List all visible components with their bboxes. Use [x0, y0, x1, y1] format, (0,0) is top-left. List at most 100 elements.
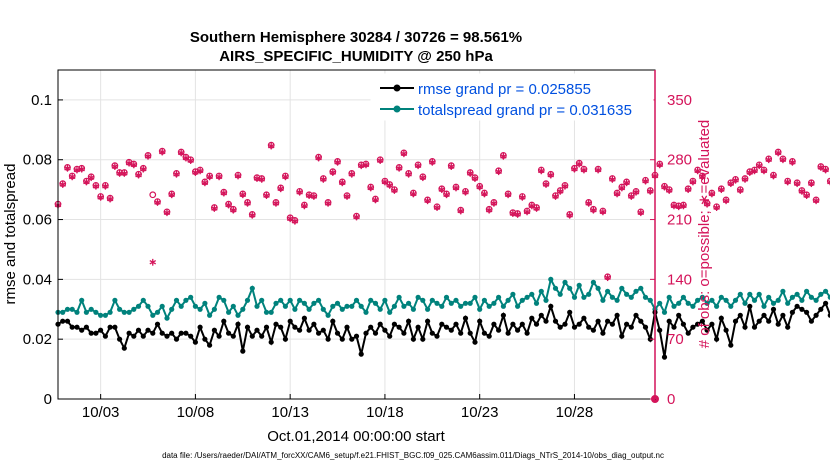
rmse-point	[813, 312, 819, 318]
x-tick-label-1: 10/08	[177, 404, 215, 421]
rmse-point	[567, 309, 573, 315]
spread-point	[377, 306, 383, 312]
spread-point	[789, 294, 796, 300]
rmse-point	[524, 330, 530, 336]
obs-evaluated-point	[410, 190, 417, 198]
obs-evaluated-point	[808, 180, 815, 188]
rmse-point	[287, 318, 293, 324]
rmse-point	[529, 315, 535, 321]
obs-evaluated-point	[699, 173, 706, 181]
obs-evaluated-point	[504, 191, 512, 199]
obs-evaluated-point	[737, 187, 744, 194]
rmse-point	[472, 339, 478, 345]
rmse-point	[785, 324, 791, 330]
spread-point	[353, 297, 360, 303]
obs-evaluated-point	[746, 169, 754, 176]
obs-evaluated-point	[310, 193, 318, 200]
rmse-point	[406, 318, 412, 324]
y-left-tick-label-2: 0.04	[23, 271, 52, 288]
obs-evaluated-point	[334, 158, 341, 166]
spread-point	[135, 303, 142, 309]
obs-evaluated-point	[718, 186, 725, 194]
spread-point	[131, 306, 137, 312]
rmse-point	[221, 318, 227, 324]
spread-point	[188, 294, 194, 300]
rmse-point	[334, 330, 341, 336]
obs-evaluated-point	[822, 166, 829, 174]
spread-point	[519, 297, 525, 303]
rmse-point	[107, 324, 113, 330]
spread-point	[358, 303, 364, 309]
rmse-point	[751, 324, 758, 330]
rmse-point	[83, 324, 89, 330]
legend-label-rmse: rmse grand pr = 0.025855	[418, 81, 591, 98]
rmse-point	[344, 324, 350, 330]
spread-point	[737, 291, 743, 297]
spread-point	[756, 291, 762, 297]
rmse-point	[638, 318, 644, 324]
obs-evaluated-point	[793, 180, 801, 188]
obs-evaluated-point	[206, 173, 213, 181]
rmse-point	[207, 342, 213, 348]
obs-evaluated-point	[471, 175, 479, 182]
obs-evaluated-point	[187, 157, 194, 164]
rmse-point	[770, 306, 777, 312]
rmse-point	[571, 324, 578, 330]
rmse-point	[102, 333, 108, 339]
spread-point	[595, 285, 601, 291]
obs-evaluated-point	[68, 173, 76, 181]
obs-evaluated-point	[476, 183, 483, 191]
obs-evaluated-point	[315, 154, 322, 162]
obs-evaluated-point	[168, 191, 175, 199]
obs-evaluated-point	[372, 196, 379, 204]
obs-evaluated-point	[732, 176, 739, 184]
rmse-point	[211, 327, 217, 333]
rmse-point	[358, 351, 364, 357]
rmse-point	[808, 318, 815, 324]
obs-evaluated-point	[741, 175, 749, 183]
rmse-point	[619, 333, 625, 339]
spread-point	[183, 297, 189, 303]
obs-evaluated-point	[339, 179, 346, 187]
rmse-point	[93, 330, 99, 336]
obs-evaluated-point	[613, 190, 621, 198]
y-right-tick-label-1: 70	[667, 331, 684, 348]
rmse-point	[178, 330, 184, 336]
spread-point	[448, 300, 454, 306]
obs-evaluated-point	[779, 156, 787, 164]
spread-point	[173, 297, 180, 303]
rmse-point	[704, 327, 710, 333]
spread-point	[287, 297, 293, 303]
obs-evaluated-point	[500, 152, 507, 160]
spread-point	[552, 285, 559, 291]
rmse-point	[391, 321, 397, 327]
x-tick-label-5: 10/28	[556, 404, 594, 421]
obs-evaluated-point	[789, 158, 796, 166]
spread-point	[543, 297, 549, 303]
rmse-point	[135, 327, 142, 333]
spread-point	[434, 300, 440, 306]
obs-evaluated-point	[490, 199, 498, 207]
obs-evaluated-point	[419, 174, 427, 182]
obs-evaluated-point	[158, 148, 166, 156]
spread-point	[439, 303, 445, 309]
obs-evaluated-point	[566, 211, 573, 219]
y-right-tick-label-0: 0	[667, 391, 675, 408]
legend-box	[370, 73, 654, 121]
spread-point	[240, 306, 246, 312]
rmse-point	[320, 327, 326, 333]
y-left-tick-label-0: 0	[44, 391, 52, 408]
rmse-point	[188, 333, 194, 339]
rmse-point	[169, 330, 175, 336]
rmse-point	[443, 324, 450, 330]
spread-point	[178, 303, 184, 309]
spread-point	[235, 312, 241, 318]
rmse-point	[140, 333, 146, 339]
rmse-point	[595, 318, 601, 324]
obs-evaluated-point	[665, 187, 673, 194]
spread-point	[249, 285, 255, 291]
obs-evaluated-point	[211, 205, 218, 212]
rmse-point	[562, 321, 568, 327]
rmse-point	[747, 303, 753, 309]
rmse-point	[448, 327, 454, 333]
